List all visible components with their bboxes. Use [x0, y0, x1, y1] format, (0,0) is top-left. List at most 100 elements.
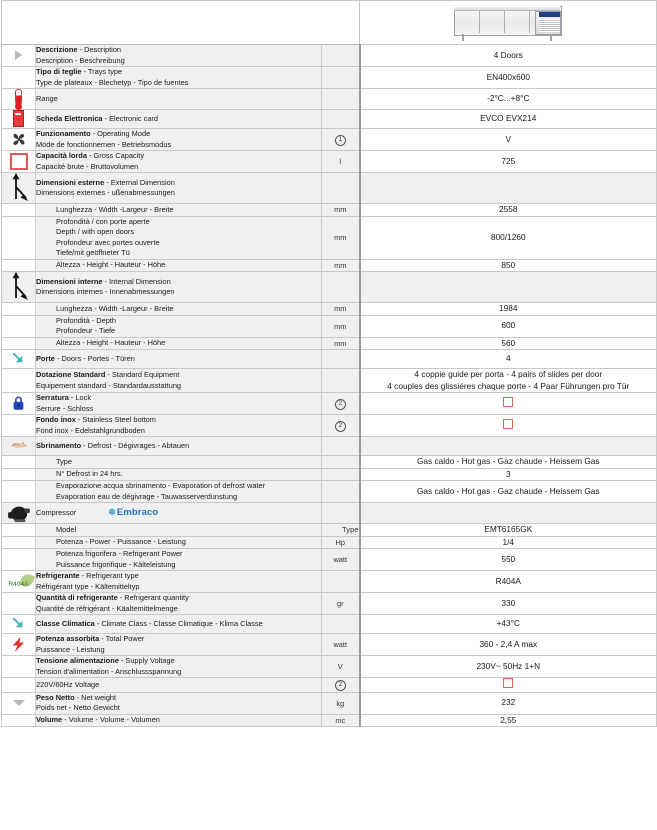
row-label-cell: Tensione alimentazione - Supply Voltage T…	[35, 655, 322, 678]
label-line-2: Puissance frigorifique - Kälteleistung	[56, 559, 176, 569]
unit-label: l	[339, 157, 342, 166]
value-text: EVCO EVX214	[480, 113, 537, 124]
row-label-cell: Fondo inox - Stainless Steel bottom Fond …	[35, 414, 322, 437]
row-label-cell: Evaporazione acqua sbrinamento - Evapora…	[35, 480, 322, 503]
value-text: 3	[505, 468, 511, 479]
label-primary-secondary: Model	[56, 524, 77, 534]
row-label-cell: Volume - Volume - Volume - Volumen	[35, 713, 322, 727]
row-label-cell: Model	[35, 523, 322, 537]
spec-row: Evaporazione acqua sbrinamento - Evapora…	[1, 480, 657, 503]
row-value-cell: 850	[359, 258, 657, 272]
label-primary-secondary: - Total Power	[99, 634, 145, 643]
row-label-cell: Potenza assorbita - Total Power Puissance…	[35, 633, 322, 656]
label-primary-secondary: - Description	[77, 45, 122, 54]
value-text: 2,55	[500, 714, 517, 725]
row-unit-cell: mm	[320, 336, 361, 350]
row-icon-cell	[1, 633, 36, 656]
value-text: 850	[501, 259, 516, 270]
row-unit-cell	[320, 480, 361, 503]
row-unit-cell	[320, 614, 361, 634]
row-icon-cell	[1, 392, 36, 415]
spec-row: Quantità di refrigerante - Refrigerant q…	[1, 592, 657, 615]
spec-row: Sbrinamento - Defrost - Dégivrages - Abt…	[1, 436, 657, 456]
spec-row: Tipo di teglie - Trays type Type de plate…	[1, 66, 657, 89]
row-icon-cell	[1, 502, 36, 524]
label-primary: Volume	[36, 715, 63, 724]
spec-row: Serratura - Lock Serrure - Schloss 2	[1, 392, 657, 415]
label-line-2: Profondeur - Tiefe	[56, 326, 116, 335]
embraco-logo: ❄Embraco	[108, 507, 159, 519]
value-text: EMT6165GK	[484, 524, 533, 534]
label-primary-secondary: - Refrigerant quantity	[117, 593, 189, 602]
label-line-2: Serrure - Schloss	[36, 403, 94, 413]
row-label-cell: Dimensioni interne - Internal Dimension D…	[35, 271, 322, 303]
option-checkbox[interactable]	[503, 396, 514, 407]
spec-row: Descrizione - Description Description - B…	[1, 44, 657, 67]
defrost-icon	[9, 437, 29, 454]
row-icon-cell	[1, 414, 36, 437]
spec-row: Altezza - Height - Hauteur - Höhe mm 850	[1, 258, 657, 272]
snowflake-icon: ❄	[108, 507, 116, 518]
value-text: 800/1260	[490, 231, 526, 242]
label-primary: Quantità di refrigerante	[36, 593, 118, 602]
spec-row: 220V/60Hz Voltage 2	[1, 677, 657, 693]
row-value-cell: 600	[359, 314, 657, 338]
row-value-cell	[359, 436, 657, 456]
label-primary-secondary: Lunghezza - Width -Largeur - Breite	[56, 303, 174, 313]
label-primary: Peso Netto	[36, 692, 75, 702]
option-checkbox[interactable]	[503, 418, 514, 429]
row-label-cell: Scheda Elettronica - Electronic card	[35, 109, 322, 129]
label-primary: Fondo inox	[36, 415, 76, 424]
label-primary: Porte	[36, 353, 55, 363]
row-value-cell: +43°C	[359, 614, 657, 634]
row-label-cell: Peso Netto - Net weight Poids net - Netto…	[35, 691, 322, 715]
row-label-cell: Porte - Doors - Portes - Türen	[35, 349, 322, 369]
row-unit-cell: watt	[320, 548, 361, 571]
row-label-cell: Potenza - Power - Puissance - Leistung	[35, 535, 322, 549]
row-icon-cell	[1, 592, 36, 615]
row-value-cell	[359, 677, 657, 693]
unit-label: mc	[335, 715, 346, 725]
row-unit-cell	[320, 109, 361, 129]
row-unit-cell	[320, 368, 361, 393]
row-icon-cell: R404A	[1, 570, 36, 593]
row-unit-cell: l	[320, 150, 361, 173]
spec-row: Model Type EMT6165GK	[1, 523, 657, 537]
row-unit-cell: mc	[320, 713, 361, 727]
spec-row: Peso Netto - Net weight Poids net - Netto…	[1, 691, 657, 715]
value-text: R404A	[495, 575, 521, 586]
row-icon-cell	[1, 349, 36, 369]
spec-row: Classe Climatica - Climate Class - Class…	[1, 614, 657, 634]
row-value-cell: 360 - 2,4 A max	[359, 633, 657, 656]
row-unit-cell: Hp	[320, 535, 361, 549]
row-label-cell: N° Defrost in 24 hrs.	[35, 467, 322, 481]
row-unit-cell: gr	[320, 592, 361, 615]
row-unit-cell	[320, 455, 361, 469]
row-value-cell: EMT6165GK	[359, 523, 657, 537]
unit-label: mm	[334, 338, 347, 348]
spec-row: Lunghezza - Width -Largeur - Breite mm 255…	[1, 203, 657, 217]
row-icon-cell	[1, 215, 36, 260]
row-label-cell: Range	[35, 88, 322, 110]
row-label-cell: Quantità di refrigerante - Refrigerant q…	[35, 592, 322, 615]
label-primary: Classe Climatica	[36, 618, 95, 628]
row-unit-cell: 2	[320, 677, 361, 693]
label-primary: Capacità lorda	[36, 151, 87, 160]
label-primary: Dotazione Standard	[36, 370, 106, 379]
row-icon-cell	[1, 535, 36, 549]
option-checkbox[interactable]	[503, 678, 514, 688]
label-primary-secondary: - Operating Mode	[90, 129, 151, 138]
row-unit-cell	[320, 502, 361, 524]
row-unit-cell	[320, 349, 361, 369]
row-label-cell: Refrigerante - Refrigerant type Réfrigéra…	[35, 570, 322, 593]
product-image-cell	[359, 0, 657, 45]
label-primary: Scheda Elettronica	[36, 113, 103, 123]
spec-row: Fondo inox - Stainless Steel bottom Fond …	[1, 414, 657, 437]
row-label-cell: Sbrinamento - Defrost - Dégivrages - Abt…	[35, 436, 322, 456]
footnote-marker-1-icon: 1	[334, 134, 346, 146]
play-triangle-icon	[15, 47, 22, 64]
unit-label: watt	[333, 555, 348, 564]
unit-label: watt	[333, 640, 348, 649]
label-line-2: Fond inox - Edelstahlgrundboden	[36, 425, 145, 435]
